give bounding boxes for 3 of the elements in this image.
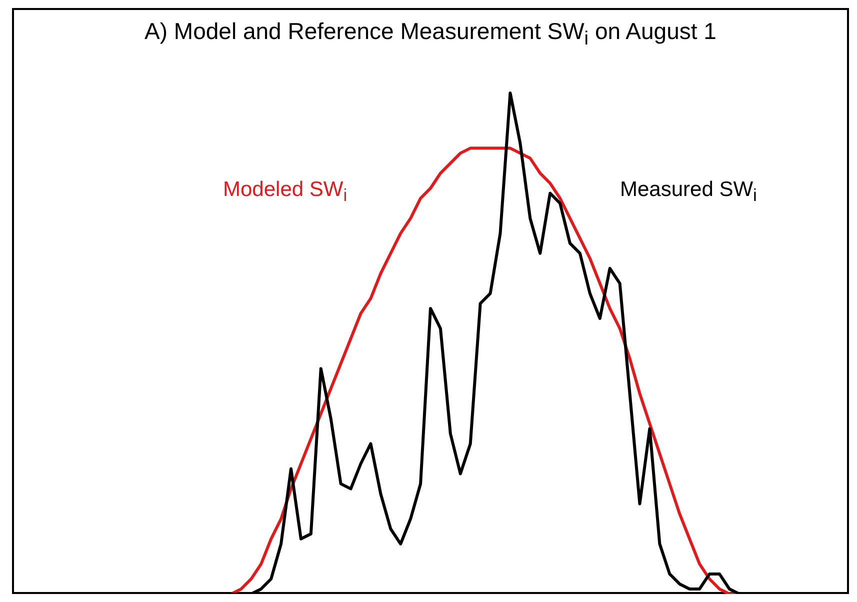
text: Measured SW$_{i}$ [620, 178, 757, 206]
chart-title: A) Model and Reference Measurement SW$_{i}$ on August 1 [144, 18, 716, 50]
text: Modeled SW$_{i}$ [223, 178, 348, 206]
